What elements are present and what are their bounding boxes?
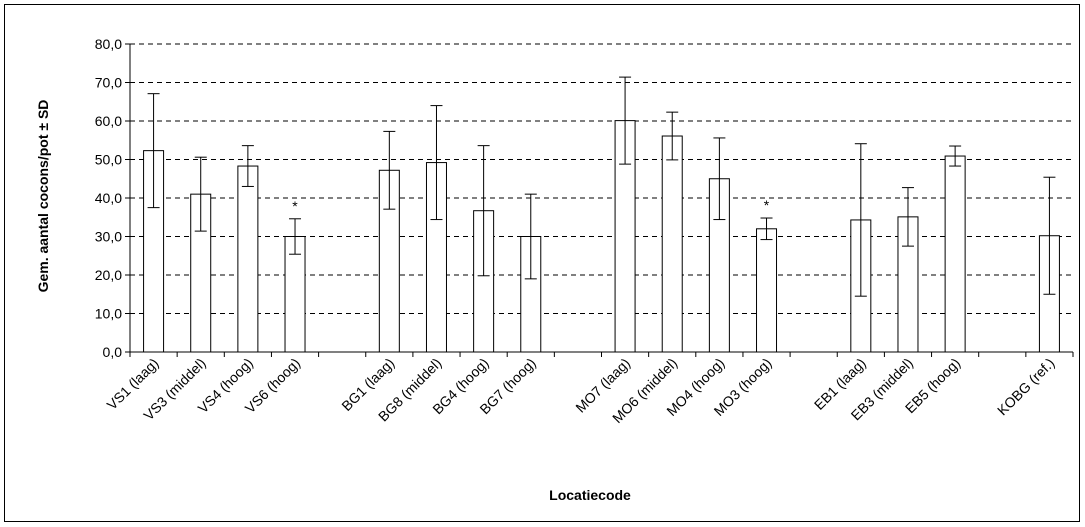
axes: [125, 43, 1074, 357]
y-tick-label: 80,0: [95, 36, 122, 52]
y-tick-label: 10,0: [95, 306, 122, 322]
gridlines: [130, 43, 1073, 314]
x-axis-title: Locatiecode: [549, 487, 631, 503]
y-tick-label: 70,0: [95, 75, 122, 91]
y-tick-label: 0,0: [103, 344, 123, 360]
significance-marker: *: [292, 198, 298, 214]
bar: [756, 228, 778, 353]
y-tick-label: 50,0: [95, 152, 122, 168]
y-tick-label: 30,0: [95, 229, 122, 245]
y-tick-label: 40,0: [95, 190, 122, 206]
y-axis-title: Gem. aantal cocons/pot ± SD: [35, 100, 51, 293]
bar: [237, 165, 259, 353]
y-tick-label: 60,0: [95, 113, 122, 129]
bar: [661, 135, 683, 353]
y-tick-label: 20,0: [95, 267, 122, 283]
error-bars: [147, 76, 1056, 297]
significance-marker: *: [764, 197, 770, 213]
x-tick-label: KOBG (ref.): [994, 355, 1058, 419]
bars: [143, 120, 1060, 353]
bar: [944, 155, 966, 353]
